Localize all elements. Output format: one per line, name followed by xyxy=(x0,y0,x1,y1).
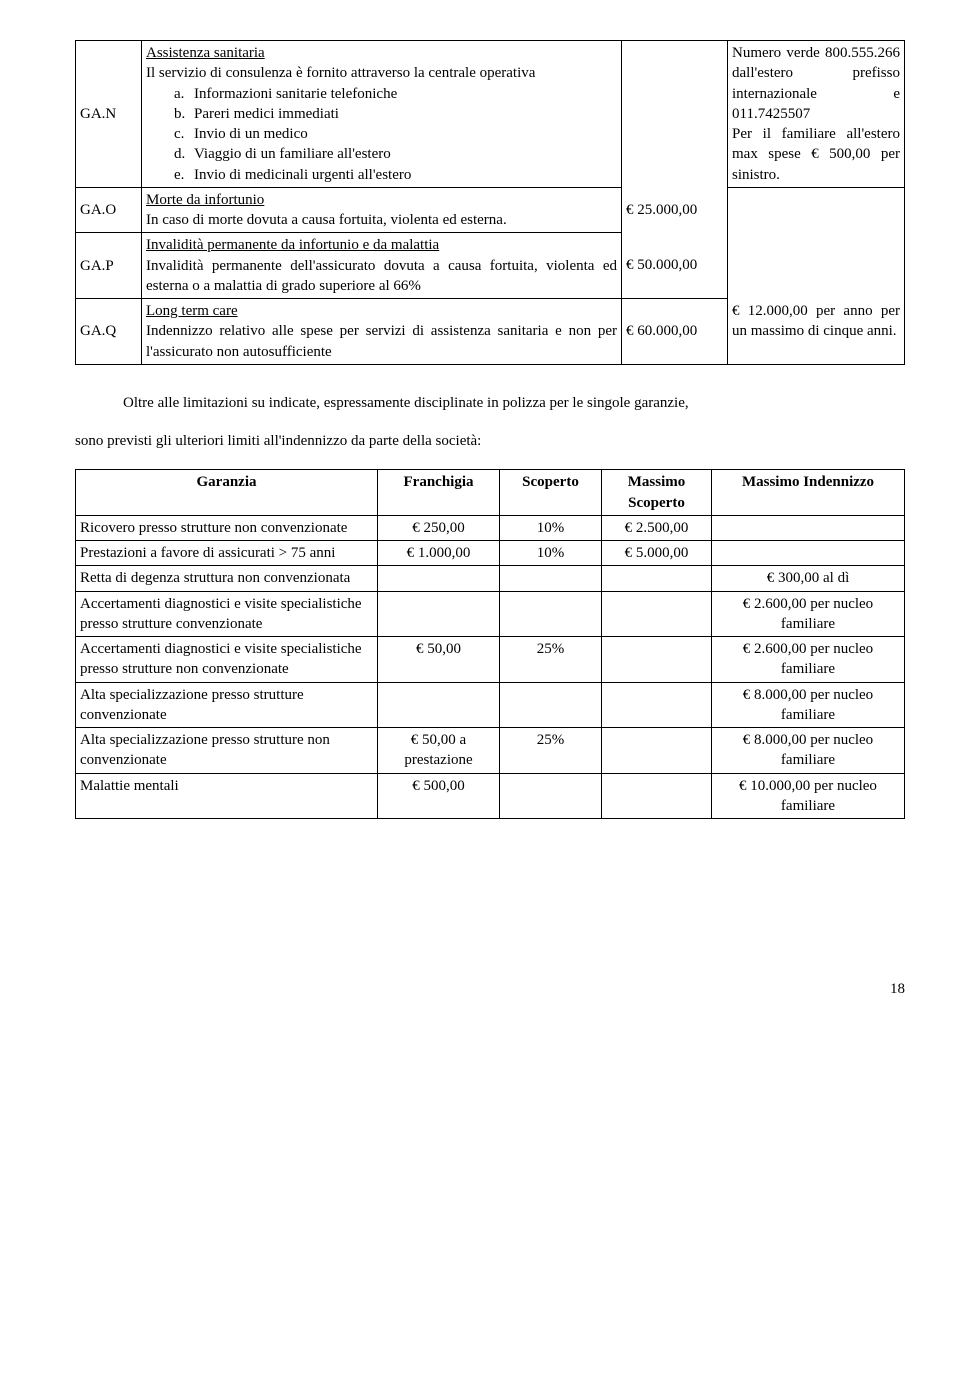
row-body: Il servizio di consulenza è fornito attr… xyxy=(146,65,535,81)
table-row: Prestazioni a favore di assicurati > 75 … xyxy=(76,541,905,566)
code-cell: GA.Q xyxy=(76,299,142,365)
header-franchigia: Franchigia xyxy=(378,470,500,516)
desc-cell: Long term care Indennizzo relativo alle … xyxy=(142,299,622,365)
header-garanzia: Garanzia xyxy=(76,470,378,516)
amount-cell: € 25.000,00 xyxy=(622,187,728,233)
row-title: Invalidità permanente da infortunio e da… xyxy=(146,237,439,253)
header-scoperto: Scoperto xyxy=(500,470,602,516)
intro-paragraph: Oltre alle limitazioni su indicate, espr… xyxy=(75,393,905,413)
note-cell: Numero verde 800.555.266 dall'estero pre… xyxy=(728,41,905,188)
desc-cell: Morte da infortunio In caso di morte dov… xyxy=(142,187,622,233)
row-title: Long term care xyxy=(146,303,238,319)
table-header-row: Garanzia Franchigia Scoperto Massimo Sco… xyxy=(76,470,905,516)
note-cell: € 12.000,00 per anno per un massimo di c… xyxy=(728,299,905,365)
amount-cell xyxy=(622,41,728,188)
header-max-scoperto: Massimo Scoperto xyxy=(602,470,712,516)
table-row: Accertamenti diagnostici e visite specia… xyxy=(76,637,905,683)
table-row: Accertamenti diagnostici e visite specia… xyxy=(76,591,905,637)
row-title: Assistenza sanitaria xyxy=(146,45,265,61)
code-cell: GA.P xyxy=(76,233,142,299)
row-body: Invalidità permanente dell'assicurato do… xyxy=(146,258,617,294)
desc-cell: Assistenza sanitaria Il servizio di cons… xyxy=(142,41,622,188)
note-cell xyxy=(728,187,905,298)
page-number: 18 xyxy=(75,979,905,999)
coverage-table-1: GA.N Assistenza sanitaria Il servizio di… xyxy=(75,40,905,365)
row-body: Indennizzo relativo alle spese per servi… xyxy=(146,323,617,359)
limits-table: Garanzia Franchigia Scoperto Massimo Sco… xyxy=(75,469,905,819)
table-row: Alta specializzazione presso strutture n… xyxy=(76,728,905,774)
table-row: Ricovero presso strutture non convenzion… xyxy=(76,515,905,540)
table-row: Alta specializzazione presso strutture c… xyxy=(76,682,905,728)
row-title: Morte da infortunio xyxy=(146,192,264,208)
code-cell: GA.N xyxy=(76,41,142,188)
table-row: Malattie mentali € 500,00 € 10.000,00 pe… xyxy=(76,773,905,819)
amount-cell: € 50.000,00 xyxy=(622,233,728,299)
header-max-indennizzo: Massimo Indennizzo xyxy=(712,470,905,516)
amount-cell: € 60.000,00 xyxy=(622,299,728,365)
items-list: a.Informazioni sanitarie telefoniche b.P… xyxy=(146,84,617,185)
row-body: In caso di morte dovuta a causa fortuita… xyxy=(146,212,507,228)
table-row: Retta di degenza struttura non convenzio… xyxy=(76,566,905,591)
code-cell: GA.O xyxy=(76,187,142,233)
desc-cell: Invalidità permanente da infortunio e da… xyxy=(142,233,622,299)
intro-paragraph-2: sono previsti gli ulteriori limiti all'i… xyxy=(75,431,905,451)
